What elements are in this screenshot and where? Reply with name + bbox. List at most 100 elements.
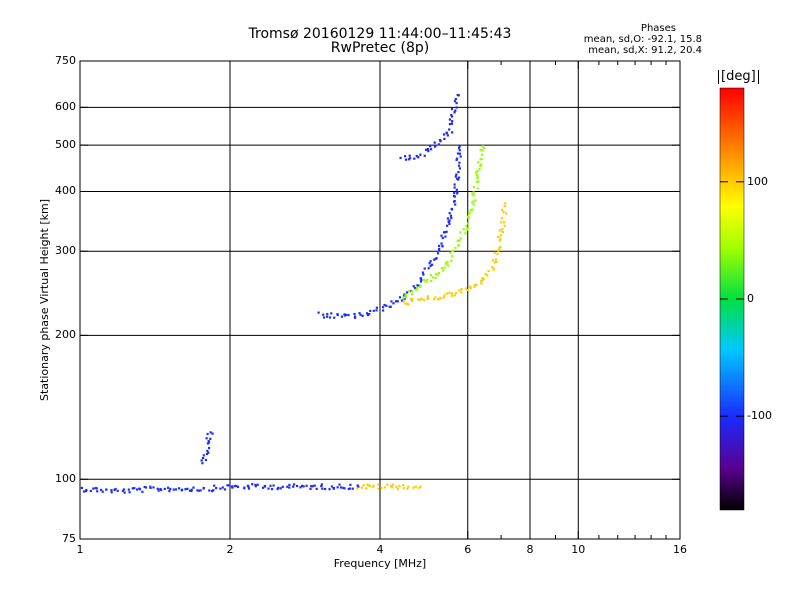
data-point	[343, 314, 346, 317]
data-point	[433, 141, 436, 144]
data-point	[322, 316, 326, 319]
data-point	[484, 272, 487, 276]
data-point	[505, 212, 508, 215]
data-point	[209, 437, 212, 440]
data-point	[372, 484, 375, 487]
data-point	[190, 488, 193, 491]
data-point	[399, 156, 402, 159]
x-tick-label: 4	[376, 543, 384, 556]
data-point	[443, 266, 446, 269]
data-point	[458, 239, 461, 242]
data-point	[435, 272, 438, 275]
data-point	[349, 483, 352, 486]
data-point	[402, 300, 405, 303]
y-tick-label: 400	[55, 184, 76, 198]
axis-ticks	[79, 60, 681, 540]
data-point	[377, 487, 380, 490]
data-point	[425, 148, 428, 151]
data-point	[328, 488, 331, 491]
data-point	[459, 231, 462, 234]
data-point	[406, 487, 409, 490]
data-point	[383, 486, 386, 489]
data-point	[391, 486, 394, 489]
data-point	[317, 311, 320, 314]
data-point	[336, 313, 339, 316]
data-point	[292, 485, 295, 488]
data-point	[110, 489, 113, 492]
data-point	[356, 484, 359, 487]
phases-x-line: mean, sd,X: 91.2, 20.4	[588, 45, 702, 56]
data-point	[502, 210, 505, 214]
data-point	[450, 207, 453, 211]
data-point	[474, 199, 477, 202]
data-point	[499, 229, 502, 232]
data-point	[228, 484, 231, 487]
data-point	[192, 486, 195, 489]
data-point	[458, 152, 461, 155]
data-point	[366, 483, 369, 486]
data-point	[481, 145, 484, 148]
data-point	[105, 488, 108, 491]
data-point	[406, 291, 409, 294]
data-point	[410, 298, 413, 301]
data-point	[455, 173, 458, 176]
data-point	[416, 288, 419, 291]
data-point	[492, 267, 495, 270]
data-point	[454, 109, 457, 112]
data-point	[116, 489, 119, 492]
data-point	[466, 215, 469, 218]
data-point	[459, 155, 462, 158]
data-point	[326, 315, 329, 318]
data-point	[497, 235, 500, 238]
data-point	[457, 171, 460, 174]
data-point	[429, 264, 432, 267]
data-point	[457, 176, 461, 179]
data-point	[418, 285, 421, 288]
colorbar-unit-label: [deg]	[718, 70, 759, 84]
data-point	[432, 298, 436, 301]
data-point	[149, 486, 152, 489]
data-point	[159, 488, 162, 491]
data-point	[499, 246, 502, 249]
data-point	[326, 313, 329, 316]
data-point	[156, 487, 159, 490]
data-point	[455, 102, 458, 105]
data-point	[426, 295, 430, 298]
data-point	[426, 278, 429, 281]
data-point	[122, 488, 126, 491]
data-point	[450, 259, 453, 262]
data-point	[213, 484, 216, 487]
data-point	[152, 486, 155, 489]
data-point	[110, 491, 113, 494]
data-point	[394, 300, 398, 303]
data-point	[199, 489, 202, 492]
data-point	[441, 236, 444, 240]
data-point	[456, 152, 460, 155]
data-point	[377, 483, 380, 486]
data-point	[410, 290, 413, 293]
data-point	[89, 489, 92, 493]
data-point	[424, 280, 427, 284]
data-point	[366, 313, 369, 316]
data-point	[449, 251, 452, 254]
data-point	[407, 303, 410, 306]
data-point	[454, 291, 458, 295]
data-point	[476, 187, 479, 190]
x-axis-label: Frequency [MHz]	[333, 557, 427, 570]
data-point	[466, 227, 469, 230]
data-point	[348, 487, 351, 490]
data-point	[403, 294, 406, 297]
data-point	[184, 488, 187, 491]
data-point	[351, 487, 354, 490]
data-point	[493, 251, 496, 254]
data-point	[422, 273, 425, 276]
data-point	[498, 239, 501, 242]
data-point	[429, 145, 432, 148]
data-point	[440, 267, 443, 270]
data-point	[413, 286, 417, 290]
data-point	[491, 259, 495, 262]
data-point	[143, 485, 146, 489]
data-point	[426, 148, 430, 151]
data-point	[453, 111, 456, 114]
data-point	[453, 200, 456, 203]
